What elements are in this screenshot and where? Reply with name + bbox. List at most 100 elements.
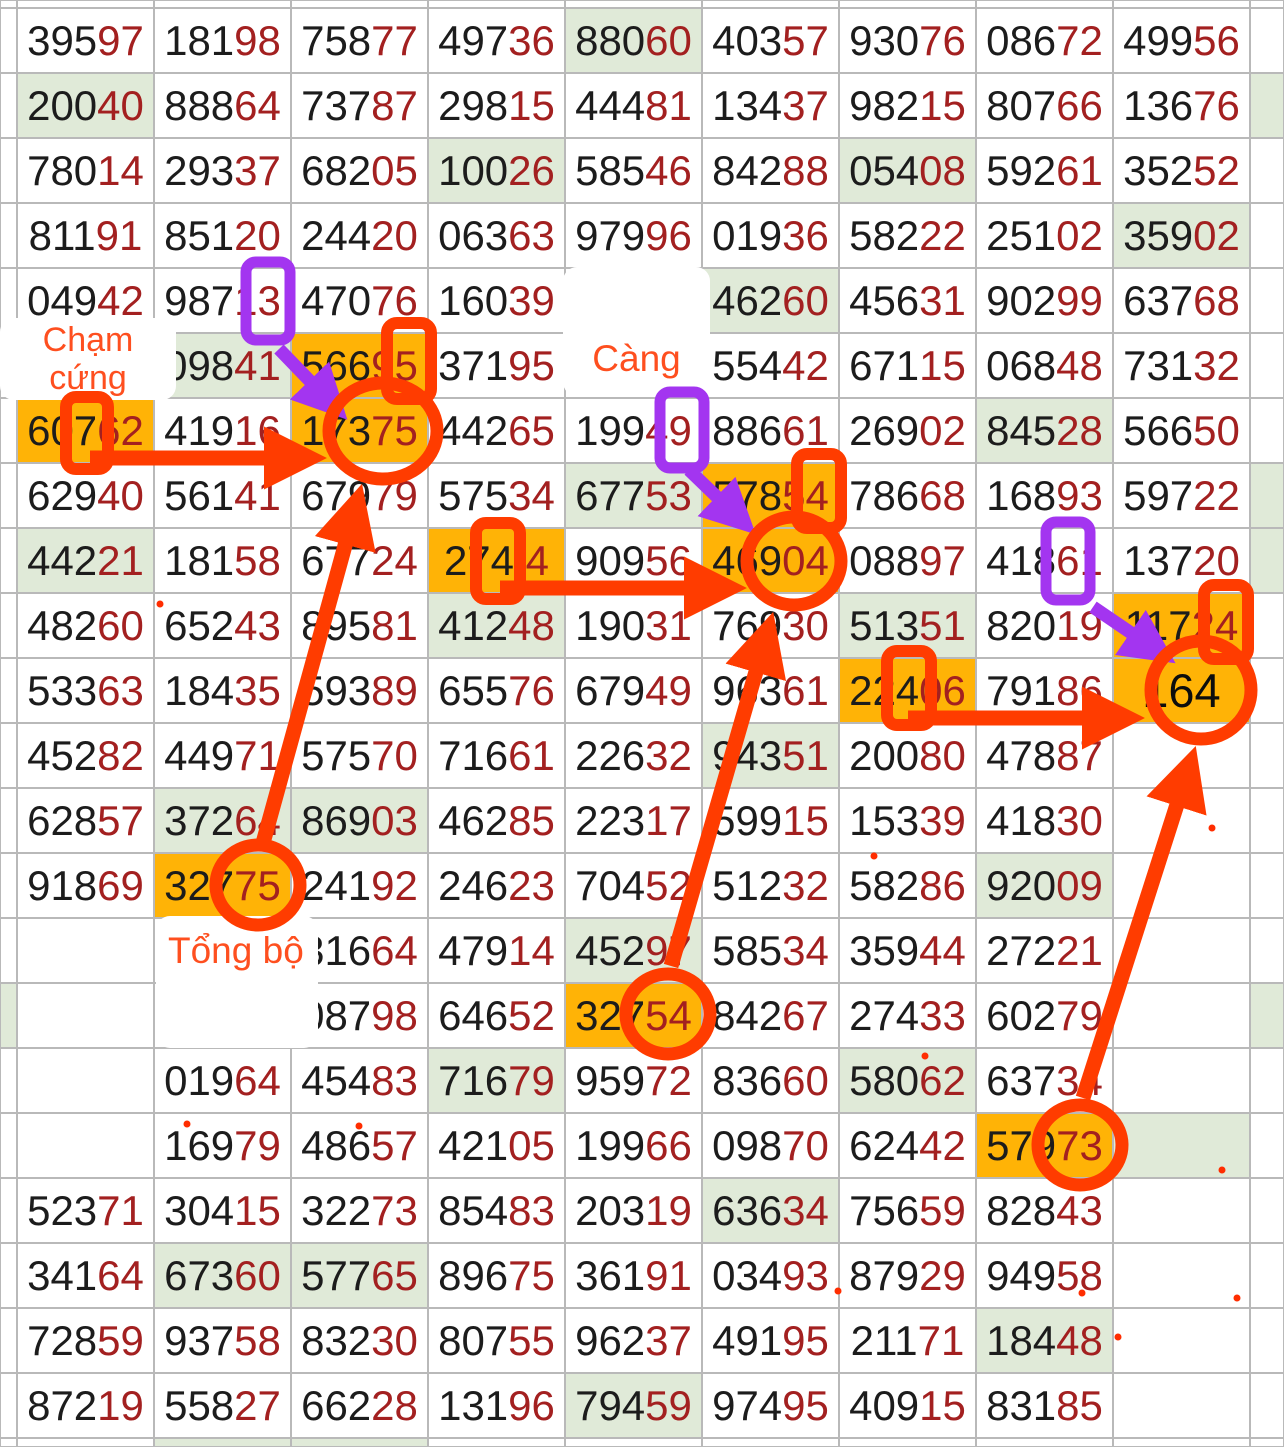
grid-cell[interactable]: 582 86 [839, 853, 976, 918]
grid-cell[interactable]: 636 34 [702, 1178, 839, 1243]
grid-cell[interactable]: 512 32 [702, 853, 839, 918]
grid-cell[interactable]: 419 16 [154, 398, 291, 463]
grid-cell[interactable] [1250, 463, 1284, 528]
grid-cell[interactable]: 462 60 [702, 268, 839, 333]
grid-cell[interactable] [0, 723, 17, 788]
grid-cell[interactable]: 470 76 [291, 268, 428, 333]
grid-cell[interactable]: 677 24 [291, 528, 428, 593]
grid-cell[interactable] [291, 0, 428, 8]
grid-cell[interactable]: 200 80 [839, 723, 976, 788]
grid-cell[interactable]: 409 15 [839, 1373, 976, 1438]
grid-cell[interactable]: 879 29 [839, 1243, 976, 1308]
grid-cell[interactable] [976, 0, 1113, 8]
grid-cell[interactable]: 872 19 [17, 1373, 154, 1438]
grid-cell[interactable]: 575 34 [428, 463, 565, 528]
grid-cell[interactable] [1113, 918, 1250, 983]
grid-cell[interactable]: 274 4 [428, 528, 565, 593]
grid-cell[interactable]: 629 40 [17, 463, 154, 528]
grid-cell[interactable] [154, 1438, 291, 1447]
grid-cell[interactable]: 832 30 [291, 1308, 428, 1373]
grid-cell[interactable] [0, 1243, 17, 1308]
grid-cell[interactable]: 395 97 [17, 8, 154, 73]
grid-cell[interactable]: 403 57 [702, 8, 839, 73]
grid-cell[interactable]: 679 49 [565, 658, 702, 723]
grid-cell[interactable]: 845 28 [976, 398, 1113, 463]
grid-cell[interactable]: 671 15 [839, 333, 976, 398]
grid-cell[interactable] [1250, 1438, 1284, 1447]
grid-cell[interactable] [17, 983, 154, 1048]
grid-cell[interactable]: 491 95 [702, 1308, 839, 1373]
grid-cell[interactable]: 599 15 [702, 788, 839, 853]
grid-cell[interactable]: 482 60 [17, 593, 154, 658]
grid-cell[interactable] [1113, 853, 1250, 918]
grid-cell[interactable] [0, 138, 17, 203]
grid-cell[interactable]: 034 93 [702, 1243, 839, 1308]
grid-cell[interactable] [839, 1438, 976, 1447]
grid-cell[interactable]: 224 06 [839, 658, 976, 723]
grid-cell[interactable]: 449 71 [154, 723, 291, 788]
grid-cell[interactable]: 199 49 [565, 398, 702, 463]
grid-cell[interactable] [1250, 1243, 1284, 1308]
grid-cell[interactable]: 412 48 [428, 593, 565, 658]
grid-cell[interactable]: 624 42 [839, 1113, 976, 1178]
grid-cell[interactable]: 117 24 [1113, 593, 1250, 658]
grid-cell[interactable]: 131 96 [428, 1373, 565, 1438]
grid-cell[interactable]: 137 20 [1113, 528, 1250, 593]
grid-cell[interactable]: 454 83 [291, 1048, 428, 1113]
grid-cell[interactable]: 920 09 [976, 853, 1113, 918]
grid-cell[interactable] [1113, 723, 1250, 788]
grid-cell[interactable] [0, 73, 17, 138]
grid-cell[interactable] [154, 0, 291, 8]
grid-cell[interactable] [0, 788, 17, 853]
grid-cell[interactable]: 244 20 [291, 203, 428, 268]
grid-cell[interactable]: 223 17 [565, 788, 702, 853]
grid-cell[interactable]: 831 85 [976, 1373, 1113, 1438]
grid-cell[interactable]: 019 64 [154, 1048, 291, 1113]
grid-cell[interactable]: 456 31 [839, 268, 976, 333]
grid-cell[interactable] [1250, 1048, 1284, 1113]
grid-cell[interactable] [1250, 8, 1284, 73]
grid-cell[interactable]: 580 62 [839, 1048, 976, 1113]
grid-cell[interactable]: 462 85 [428, 788, 565, 853]
grid-cell[interactable]: 478 87 [976, 723, 1113, 788]
grid-cell[interactable]: 361 91 [565, 1243, 702, 1308]
grid-cell[interactable] [1250, 983, 1284, 1048]
grid-cell[interactable]: 943 51 [702, 723, 839, 788]
grid-cell[interactable]: 628 57 [17, 788, 154, 853]
grid-cell[interactable]: 269 02 [839, 398, 976, 463]
grid-cell[interactable]: 200 40 [17, 73, 154, 138]
grid-cell[interactable]: 575 70 [291, 723, 428, 788]
grid-cell[interactable]: 716 79 [428, 1048, 565, 1113]
grid-cell[interactable] [1250, 333, 1284, 398]
grid-cell[interactable]: 828 43 [976, 1178, 1113, 1243]
grid-cell[interactable] [0, 1438, 17, 1447]
grid-cell[interactable] [17, 0, 154, 8]
grid-cell[interactable]: 578 54 [702, 463, 839, 528]
grid-cell[interactable]: 679 79 [291, 463, 428, 528]
grid-cell[interactable]: 497 36 [428, 8, 565, 73]
grid-cell[interactable]: 652 43 [154, 593, 291, 658]
grid-cell[interactable]: 585 46 [565, 138, 702, 203]
grid-cell[interactable]: 820 19 [976, 593, 1113, 658]
grid-cell[interactable] [1250, 658, 1284, 723]
grid-cell[interactable] [702, 0, 839, 8]
grid-cell[interactable]: 593 89 [291, 658, 428, 723]
grid-cell[interactable] [0, 853, 17, 918]
grid-cell[interactable] [1250, 73, 1284, 138]
grid-cell[interactable] [1250, 788, 1284, 853]
grid-cell[interactable] [1113, 1113, 1250, 1178]
grid-cell[interactable]: 728 59 [17, 1308, 154, 1373]
grid-cell[interactable]: 019 36 [702, 203, 839, 268]
grid-cell[interactable]: 304 15 [154, 1178, 291, 1243]
grid-cell[interactable] [0, 398, 17, 463]
grid-cell[interactable]: 566 95 [291, 333, 428, 398]
grid-cell[interactable]: 098 70 [702, 1113, 839, 1178]
grid-cell[interactable]: 836 60 [702, 1048, 839, 1113]
grid-cell[interactable] [839, 0, 976, 8]
grid-cell[interactable]: 987 13 [154, 268, 291, 333]
grid-cell[interactable]: 811 91 [17, 203, 154, 268]
grid-cell[interactable]: 807 66 [976, 73, 1113, 138]
grid-cell[interactable]: 298 15 [428, 73, 565, 138]
grid-cell[interactable] [1250, 398, 1284, 463]
grid-cell[interactable] [0, 1113, 17, 1178]
